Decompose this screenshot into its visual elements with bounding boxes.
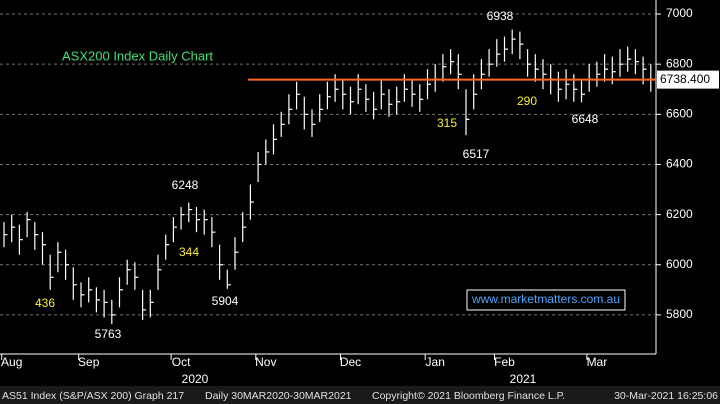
x-tick-label: Jan	[426, 355, 445, 369]
reference-label: 6738.400	[660, 72, 710, 86]
annotation: 6938	[487, 9, 514, 23]
x-tick-label: Mar	[587, 355, 608, 369]
x-tick-label: Aug	[1, 355, 22, 369]
annotation: 436	[35, 296, 55, 310]
x-tick-label: Dec	[340, 355, 361, 369]
annotation: 290	[517, 94, 537, 108]
footer-text: Copyright© 2021 Bloomberg Finance L.P.	[372, 390, 565, 402]
x-tick-label: Nov	[255, 355, 276, 369]
x-tick-label: Sep	[78, 355, 100, 369]
annotation: 6248	[172, 178, 199, 192]
footer-text: AS51 Index (S&P/ASX 200) Graph 217	[2, 390, 184, 402]
footer-text: 30-Mar-2021 16:25:06	[614, 390, 718, 402]
x-tick-label: Feb	[494, 355, 515, 369]
annotation: 344	[179, 245, 199, 259]
y-tick-label: 6400	[666, 157, 693, 171]
footer-bar	[0, 386, 720, 404]
annotation: 5904	[212, 294, 239, 308]
watermark-box	[466, 289, 626, 311]
y-tick-label: 6600	[666, 106, 693, 120]
annotation: 6517	[463, 147, 490, 161]
annotation: 6648	[572, 112, 599, 126]
year-label: 2021	[510, 372, 537, 386]
x-tick-label: Oct	[172, 355, 191, 369]
footer-text: Daily 30MAR2020-30MAR2021	[205, 390, 352, 402]
year-label: 2020	[182, 372, 209, 386]
annotation: 315	[437, 116, 457, 130]
y-tick-label: 7000	[666, 6, 693, 20]
y-tick-label: 6200	[666, 207, 693, 221]
annotation: 5763	[95, 327, 122, 341]
y-tick-label: 6800	[666, 56, 693, 70]
chart-title: ASX200 Index Daily Chart	[62, 48, 213, 63]
watermark: www.marketmatters.com.au	[471, 292, 620, 306]
reference-label-box	[657, 70, 719, 89]
y-tick-label: 6000	[666, 257, 693, 271]
y-tick-label: 5800	[666, 307, 693, 321]
